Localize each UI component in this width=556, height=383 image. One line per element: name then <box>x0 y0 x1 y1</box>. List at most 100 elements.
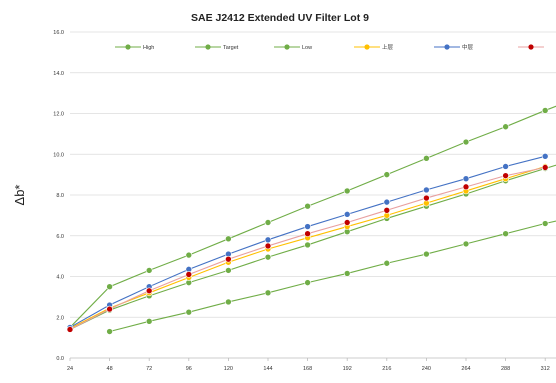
legend-swatch-marker <box>364 44 370 50</box>
data-point <box>304 279 311 286</box>
data-point <box>304 202 311 210</box>
legend: High Target Low 上层 中层 <box>115 43 544 51</box>
legend-item: 上层 <box>354 43 394 51</box>
data-point <box>502 230 509 238</box>
legend-item: 中层 <box>434 43 474 51</box>
data-point <box>304 230 311 238</box>
y-tick-label: 4.0 <box>56 275 64 281</box>
data-point <box>423 155 430 162</box>
y-tick-label: 8.0 <box>56 193 64 199</box>
legend-label: Target <box>223 45 239 51</box>
data-point <box>383 206 391 214</box>
x-tick-label: 288 <box>501 366 510 372</box>
data-point <box>462 183 470 191</box>
data-point <box>502 123 509 131</box>
data-point <box>423 250 430 258</box>
y-tick-label: 2.0 <box>56 315 64 321</box>
x-tick-label: 312 <box>541 366 550 372</box>
x-tick-label: 24 <box>67 366 73 372</box>
x-tick-label: 72 <box>146 366 152 372</box>
y-tick-label: 12.0 <box>53 112 64 118</box>
data-point <box>383 259 391 267</box>
data-point <box>502 163 509 170</box>
series-line <box>69 164 556 330</box>
legend-item: Target <box>195 44 239 51</box>
y-tick-label: 10.0 <box>53 152 64 158</box>
x-tick-label: 120 <box>224 366 233 372</box>
data-point <box>541 152 549 160</box>
y-axis-ticks: 0.0 2.0 4.0 6.0 8.0 10.0 12.0 14.0 16.0 <box>53 30 64 362</box>
gridlines <box>70 31 556 359</box>
data-point <box>145 318 153 325</box>
y-tick-label: 16.0 <box>53 30 64 36</box>
x-tick-label: 264 <box>461 366 470 372</box>
legend-swatch-marker <box>205 44 211 50</box>
data-point <box>225 235 232 243</box>
series-line <box>109 220 556 333</box>
data-point <box>343 211 351 218</box>
legend-swatch-marker <box>444 44 450 50</box>
data-point <box>423 194 430 202</box>
data-point <box>462 175 470 182</box>
data-point <box>343 187 351 195</box>
x-tick-label: 168 <box>303 366 312 372</box>
data-point <box>383 171 391 178</box>
data-point <box>145 267 153 274</box>
data-point <box>502 172 509 179</box>
data-point <box>225 298 232 306</box>
data-point <box>185 251 193 259</box>
series-line <box>69 105 556 328</box>
data-point <box>541 164 549 171</box>
y-tick-label: 0.0 <box>56 356 64 362</box>
data-point <box>541 107 549 114</box>
data-point <box>462 138 470 146</box>
chart-title: SAE J2412 Extended UV Filter Lot 9 <box>191 12 369 24</box>
legend-label: 上层 <box>382 43 394 51</box>
data-point <box>343 219 351 226</box>
data-point <box>343 270 351 277</box>
legend-label: High <box>143 45 154 51</box>
x-tick-label: 96 <box>186 366 192 372</box>
data-point <box>185 308 193 316</box>
legend-label: Low <box>302 45 312 51</box>
data-point <box>264 253 272 261</box>
series-2 <box>66 164 556 333</box>
series-group <box>66 105 556 335</box>
x-tick-label: 144 <box>263 366 272 372</box>
legend-item <box>518 44 544 50</box>
data-point <box>304 241 311 249</box>
data-point <box>541 220 549 227</box>
data-point <box>106 305 113 313</box>
x-tick-label: 240 <box>422 366 431 372</box>
data-point <box>304 223 311 230</box>
data-point <box>423 186 430 194</box>
data-point <box>66 326 74 333</box>
data-point <box>106 328 113 335</box>
x-tick-label: 48 <box>107 366 113 372</box>
data-point <box>225 267 232 274</box>
data-point <box>264 242 272 250</box>
y-tick-label: 14.0 <box>53 71 64 77</box>
data-point <box>264 219 272 226</box>
legend-swatch-marker <box>528 44 534 50</box>
legend-swatch-marker <box>284 44 290 50</box>
x-tick-label: 192 <box>343 366 352 372</box>
legend-item: Low <box>274 44 312 51</box>
data-point <box>264 289 272 297</box>
legend-label: 中层 <box>462 43 474 51</box>
data-point <box>264 236 272 244</box>
series-3 <box>106 220 556 335</box>
x-axis-ticks: 24 48 72 96 120 144 168 192 216 240 264 288 312 <box>67 358 550 372</box>
legend-item: High <box>115 44 154 51</box>
data-point <box>462 240 470 248</box>
series-6 <box>66 164 549 333</box>
data-point <box>145 287 153 295</box>
data-point <box>185 271 193 278</box>
y-tick-label: 6.0 <box>56 234 64 240</box>
data-point <box>383 198 391 206</box>
x-tick-label: 216 <box>382 366 391 372</box>
data-point <box>106 283 113 290</box>
y-axis-label: Δb* <box>12 185 27 206</box>
